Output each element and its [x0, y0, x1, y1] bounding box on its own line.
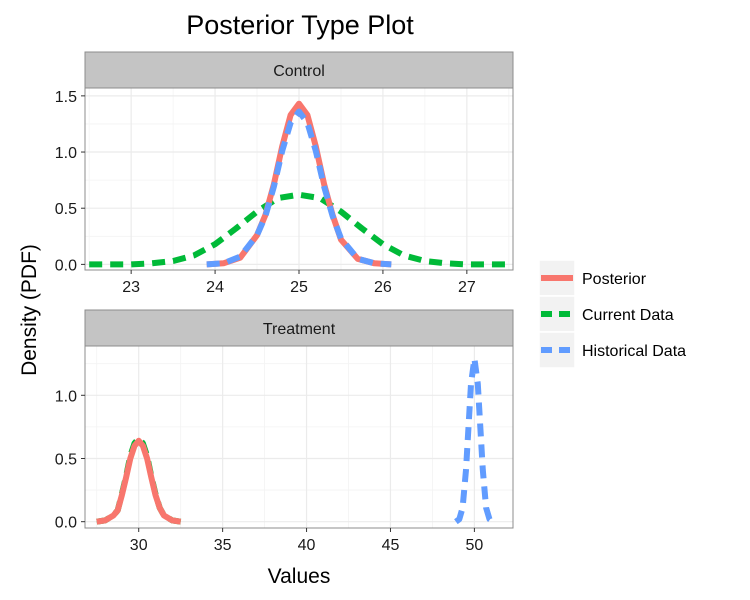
strip-control: [84, 51, 514, 89]
x-tick-label: 27: [458, 279, 476, 296]
x-tick-label: 23: [122, 279, 140, 296]
panel-control: Control 23 24 25 26 27 0.0 0.5 1.0 1.5: [55, 51, 514, 296]
series-posterior-treatment: [96, 437, 182, 525]
x-tick-label: 50: [465, 537, 483, 554]
x-tick-label: 25: [290, 279, 308, 296]
legend-label-posterior: Posterior: [582, 271, 647, 288]
y-tick-label: 0.0: [55, 257, 77, 274]
plot-border-treatment: [84, 345, 514, 529]
x-axis-label: Values: [268, 565, 331, 588]
y-tick-label: 0.0: [55, 515, 77, 532]
y-tick-label: 0.5: [55, 451, 77, 468]
y-tick-label: 1.0: [55, 145, 77, 162]
strip-label-control: Control: [273, 63, 325, 80]
x-tick-label: 35: [214, 537, 232, 554]
x-tick-label: 45: [382, 537, 400, 554]
series-historical-data-treatment: [454, 355, 495, 525]
y-tick-label: 0.5: [55, 201, 77, 218]
y-axis-label: Density (PDF): [18, 244, 41, 376]
x-tick-label: 40: [298, 537, 316, 554]
x-tick-label: 30: [130, 537, 148, 554]
series-historical-data-control: [206, 108, 392, 268]
strip-label-treatment: Treatment: [263, 321, 336, 338]
chart-title: Posterior Type Plot: [186, 10, 414, 40]
strip-treatment: [84, 309, 514, 347]
legend-label-current-data: Current Data: [582, 307, 674, 324]
plot-area-treatment: [85, 346, 513, 528]
legend-label-historical-data: Historical Data: [582, 343, 686, 360]
series-current-data-control: [89, 191, 509, 268]
y-tick-label: 1.0: [55, 388, 77, 405]
legend: Posterior Current Data Historical Data: [538, 259, 686, 369]
y-tick-label: 1.5: [55, 89, 77, 106]
panel-treatment: Treatment 30 35 40 45 50 0.0 0.5 1.0: [55, 309, 514, 554]
x-tick-label: 26: [374, 279, 392, 296]
x-tick-label: 24: [206, 279, 224, 296]
